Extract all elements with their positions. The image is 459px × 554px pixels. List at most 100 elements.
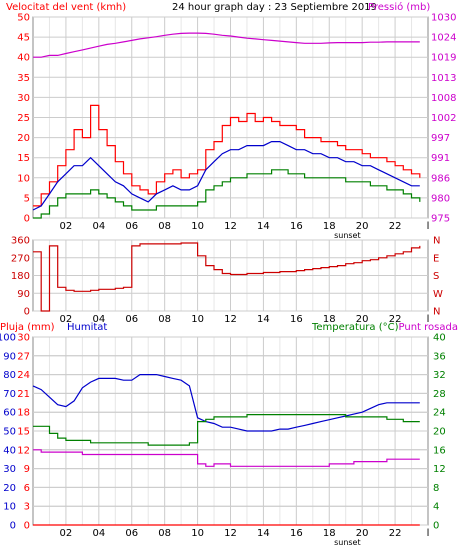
pressure-tick-1008: 1008 (431, 93, 456, 104)
wind-lull-line (33, 169, 421, 219)
temperature-tick-36: 36 (433, 351, 446, 362)
wind-speed-tick-50: 50 (17, 13, 30, 24)
wind-speed-tick-5: 5 (24, 193, 30, 204)
rain-tick-21: 21 (17, 389, 30, 400)
direction-deg-tick-90: 90 (17, 289, 30, 300)
temperature-tick-12: 12 (433, 464, 446, 475)
rain-tick-0: 0 (24, 521, 30, 532)
rain-tick-24: 24 (17, 370, 30, 381)
panel-2-x-tick-08: 08 (158, 314, 171, 325)
wind-speed-tick-35: 35 (17, 73, 30, 84)
panel-3-x-tick-04: 04 (92, 528, 105, 539)
direction-compass-tick-N: N (433, 236, 440, 247)
humidity-tick-50: 50 (3, 427, 16, 438)
pressure-tick-1019: 1019 (431, 53, 456, 64)
wind-gust-line (33, 104, 421, 207)
direction-compass-tick-N: N (433, 307, 440, 318)
panel-3-x-tick-10: 10 (191, 528, 204, 539)
pressure-tick-1002: 1002 (431, 113, 456, 124)
humidity-tick-40: 40 (3, 445, 16, 456)
wind-chart-title: 24 hour graph day : 23 Septiembre 2019 (172, 2, 377, 13)
direction-deg-tick-0: 0 (24, 307, 30, 318)
humidity-tick-60: 60 (3, 408, 16, 419)
panel-3-x-tick-12: 12 (224, 528, 237, 539)
rain-tick-9: 9 (24, 464, 30, 475)
panel-3-x-tick-02: 02 (60, 528, 73, 539)
wind-direction-line (33, 242, 421, 312)
humidity-tick-70: 70 (3, 389, 16, 400)
panel-3-x-tick-20: 20 (356, 528, 369, 539)
humidity-line (32, 374, 420, 432)
panel-1-x-tick-10: 10 (191, 221, 204, 232)
panel-1-x-tick-06: 06 (125, 221, 138, 232)
panel-2-x-tick-12: 12 (224, 314, 237, 325)
direction-compass-tick-W: W (433, 289, 443, 300)
rain-tick-30: 30 (17, 333, 30, 344)
direction-deg-tick-360: 360 (11, 236, 30, 247)
direction-compass-tick-S: S (433, 271, 439, 282)
weather-chart-header-humidity: Humitat (67, 322, 107, 333)
panel-1-x-tick-08: 08 (158, 221, 171, 232)
temperature-tick-24: 24 (433, 408, 446, 419)
wind-speed-tick-30: 30 (17, 93, 30, 104)
temperature-tick-0: 0 (433, 521, 439, 532)
panel-3-x-tick-08: 08 (158, 528, 171, 539)
panel-2-x-tick-22: 22 (389, 314, 402, 325)
panel-2-x-tick-l: l (427, 314, 430, 325)
weather-chart-header-temperature: Temperatura (°C) (311, 322, 399, 333)
panel-3-sunset-label: sunset (334, 538, 361, 547)
temperature-tick-32: 32 (433, 370, 446, 381)
direction-compass-tick-E: E (433, 253, 439, 264)
panel-1-x-tick-04: 04 (92, 221, 105, 232)
wind-chart-header-left: Velocitat del vent (kmh) (6, 2, 126, 13)
humidity-tick-100: 100 (0, 333, 16, 344)
rain-tick-12: 12 (17, 445, 30, 456)
pressure-tick-991: 991 (431, 153, 450, 164)
wind-speed-tick-20: 20 (17, 133, 30, 144)
panel-2-x-tick-06: 06 (125, 314, 138, 325)
humidity-tick-10: 10 (3, 502, 16, 513)
temperature-tick-40: 40 (433, 333, 446, 344)
pressure-line (33, 32, 420, 58)
panel-2-x-tick-16: 16 (290, 314, 303, 325)
panel-1-x-tick-12: 12 (224, 221, 237, 232)
panel-2-x-tick-20: 20 (356, 314, 369, 325)
pressure-tick-1024: 1024 (431, 33, 456, 44)
pressure-tick-975: 975 (431, 214, 450, 225)
panel-1-x-tick-02: 02 (60, 221, 73, 232)
humidity-tick-20: 20 (3, 483, 16, 494)
rain-tick-18: 18 (17, 408, 30, 419)
panel-2-x-tick-02: 02 (60, 314, 73, 325)
pressure-tick-1030: 1030 (431, 13, 456, 24)
panel-3-x-tick-l: l (427, 528, 430, 539)
panel-1-x-tick-l: l (427, 221, 430, 232)
panel-1-x-tick-14: 14 (257, 221, 270, 232)
humidity-tick-0: 0 (10, 521, 16, 532)
wind-speed-tick-45: 45 (17, 33, 30, 44)
temperature-line (33, 414, 420, 446)
temperature-tick-4: 4 (433, 502, 439, 513)
rain-tick-15: 15 (17, 427, 30, 438)
rain-tick-3: 3 (24, 502, 30, 513)
pressure-tick-986: 986 (431, 173, 450, 184)
wind-average-line (32, 141, 420, 211)
pressure-tick-997: 997 (431, 133, 450, 144)
pressure-tick-980: 980 (431, 193, 450, 204)
wind-speed-tick-10: 10 (17, 173, 30, 184)
dewpoint-line (33, 449, 420, 467)
temperature-tick-16: 16 (433, 445, 446, 456)
temperature-tick-20: 20 (433, 427, 446, 438)
wind-speed-tick-0: 0 (24, 214, 30, 225)
panel-2-x-tick-18: 18 (323, 314, 336, 325)
rain-tick-6: 6 (24, 483, 30, 494)
pressure-tick-1013: 1013 (431, 73, 456, 84)
panel-1-x-tick-16: 16 (290, 221, 303, 232)
humidity-tick-90: 90 (3, 351, 16, 362)
panel-3-x-tick-16: 16 (290, 528, 303, 539)
temperature-tick-8: 8 (433, 483, 439, 494)
temperature-tick-28: 28 (433, 389, 446, 400)
weather-chart-header-right: Temperatura (°C)Punt rosada (311, 322, 458, 333)
weather-chart-header-left: Pluja (mm) (0, 322, 55, 333)
panel-1-sunset-label: sunset (334, 231, 361, 240)
